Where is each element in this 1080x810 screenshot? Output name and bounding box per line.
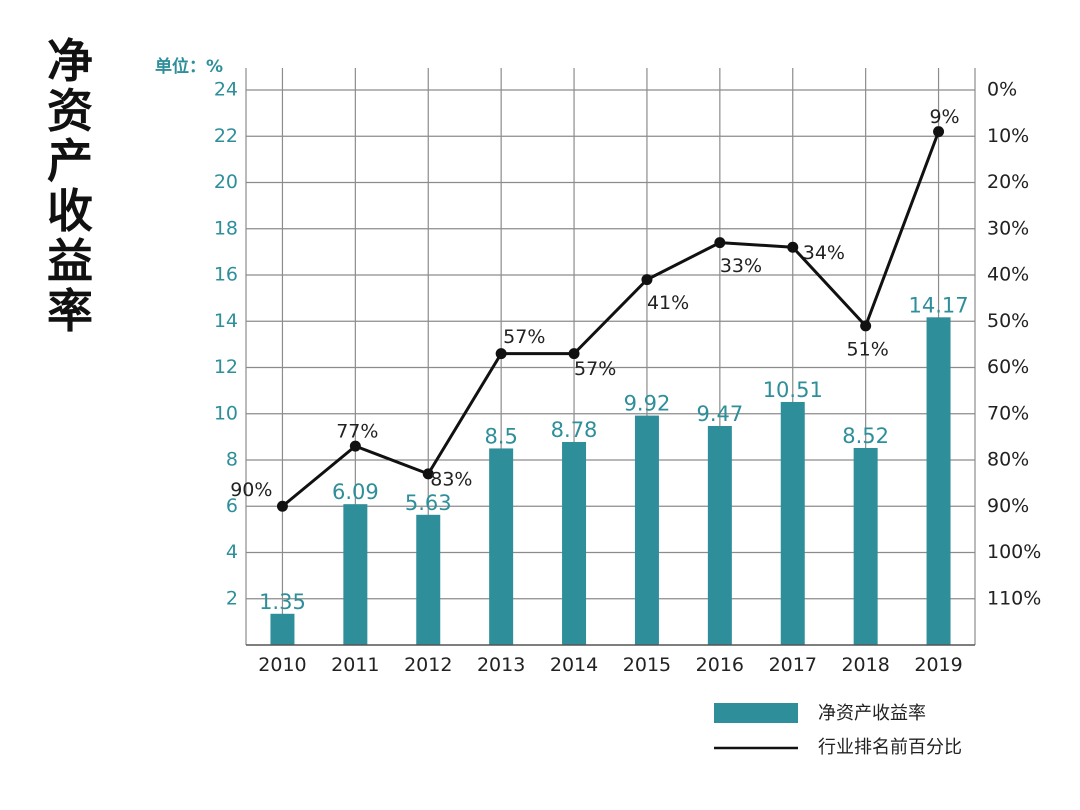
chart-title: 净资产收益率: [47, 34, 93, 338]
bar-value-label: 1.35: [259, 590, 306, 614]
right-tick-label: 110%: [987, 587, 1041, 609]
x-tick-label: 2013: [477, 654, 525, 676]
line-value-label: 57%: [574, 358, 616, 380]
bar-series: [270, 317, 951, 645]
legend-label-line: 行业排名前百分比: [818, 737, 962, 758]
bar: [489, 448, 514, 645]
bar-value-label: 5.63: [405, 491, 452, 515]
bar: [562, 441, 587, 645]
data-labels: 1.35 6.09 5.63 8.5 8.78 9.92 9.47 10.51 8.52 14.1…: [230, 106, 968, 614]
right-tick-label: 50%: [987, 310, 1029, 332]
left-tick-label: 2: [226, 587, 238, 609]
bar-value-label: 8.52: [842, 424, 889, 448]
right-tick-label: 10%: [987, 125, 1029, 147]
bar: [416, 514, 441, 645]
bar: [926, 317, 951, 645]
bar-value-label: 10.51: [763, 378, 823, 402]
line-value-label: 77%: [336, 421, 378, 443]
right-tick-label: 40%: [987, 264, 1029, 286]
x-tick-label: 2017: [769, 654, 817, 676]
line-point: [933, 126, 945, 138]
bar: [270, 613, 295, 645]
left-tick-label: 20: [214, 171, 238, 193]
right-tick-label: 20%: [987, 171, 1029, 193]
bar-value-label: 6.09: [332, 480, 379, 504]
legend-swatch-bar: [714, 703, 798, 723]
line-point: [276, 500, 288, 512]
line-value-label: 90%: [230, 479, 272, 501]
line-point: [787, 241, 799, 253]
bar: [707, 426, 732, 645]
line-point: [422, 468, 434, 480]
x-tick-label: 2012: [404, 654, 452, 676]
line-point: [349, 440, 361, 452]
bar: [853, 447, 878, 645]
line-value-label: 41%: [647, 292, 689, 314]
left-tick-label: 16: [214, 264, 238, 286]
bar-value-label: 8.5: [484, 424, 517, 448]
left-tick-label: 24: [214, 79, 238, 101]
bar-value-label: 14.17: [908, 293, 968, 317]
legend-label-bar: 净资产收益率: [818, 703, 926, 724]
unit-label: 单位：%: [155, 57, 224, 77]
line-value-label: 34%: [803, 242, 845, 264]
right-tick-label: 100%: [987, 541, 1041, 563]
grid: [245, 68, 976, 645]
line-value-label: 83%: [430, 468, 472, 490]
left-tick-label: 8: [226, 449, 238, 471]
x-tick-label: 2014: [550, 654, 598, 676]
right-tick-label: 30%: [987, 217, 1029, 239]
bar: [343, 504, 368, 645]
line-value-label: 51%: [847, 338, 889, 360]
left-tick-label: 10: [214, 402, 238, 424]
left-tick-label: 22: [214, 125, 238, 147]
left-tick-label: 6: [226, 495, 238, 517]
line-point: [860, 320, 872, 332]
right-tick-label: 60%: [987, 356, 1029, 378]
line-point: [714, 237, 726, 249]
bar-value-label: 9.47: [696, 402, 743, 426]
line-point: [495, 348, 507, 360]
bar: [780, 401, 805, 645]
x-tick-label: 2016: [696, 654, 744, 676]
line-point: [641, 274, 653, 286]
line-path: [281, 131, 940, 508]
right-tick-label: 90%: [987, 495, 1029, 517]
line-value-label: 57%: [503, 326, 545, 348]
bar-value-label: 8.78: [551, 418, 598, 442]
x-tick-label: 2011: [331, 654, 379, 676]
bar-value-label: 9.92: [624, 392, 671, 416]
right-tick-label: 0%: [987, 79, 1017, 101]
right-tick-label: 70%: [987, 402, 1029, 424]
x-tick-label: 2018: [841, 654, 889, 676]
left-tick-label: 4: [226, 541, 238, 563]
line-point: [568, 348, 580, 360]
line-value-label: 33%: [720, 255, 762, 277]
left-tick-label: 12: [214, 356, 238, 378]
x-tick-label: 2019: [914, 654, 962, 676]
line-value-label: 9%: [929, 106, 959, 128]
x-tick-label: 2015: [623, 654, 671, 676]
left-tick-label: 18: [214, 217, 238, 239]
left-tick-label: 14: [214, 310, 238, 332]
right-tick-label: 80%: [987, 449, 1029, 471]
bar: [634, 415, 659, 645]
line-series: [276, 126, 945, 512]
x-tick-label: 2010: [258, 654, 306, 676]
